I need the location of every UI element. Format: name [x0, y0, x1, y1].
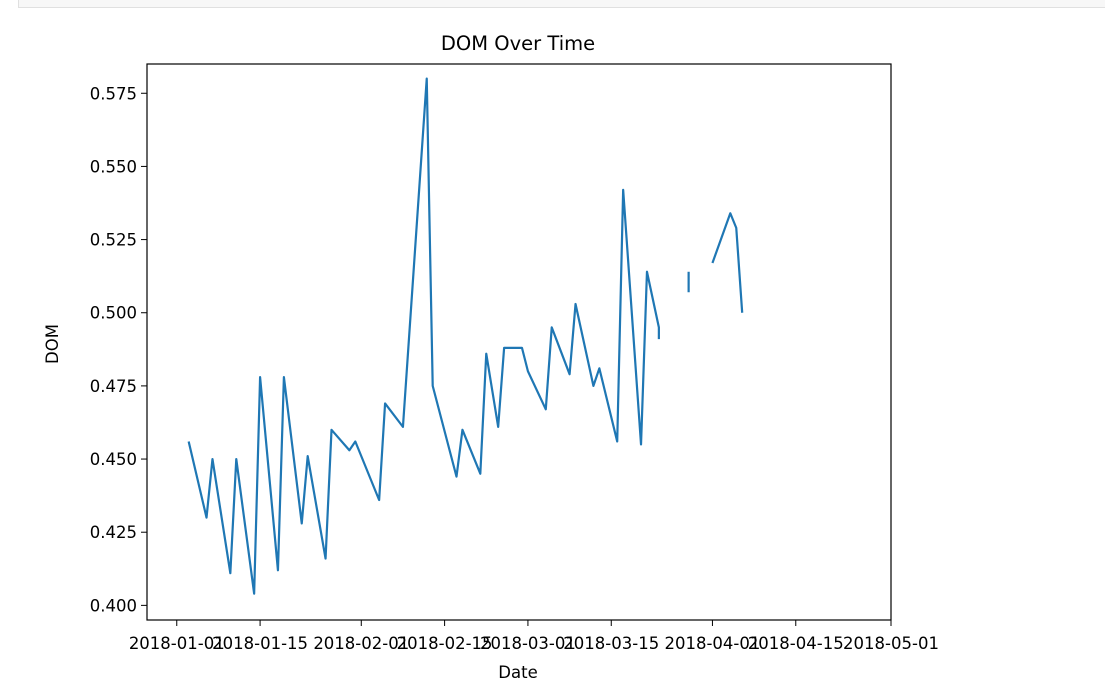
y-axis: 0.400 0.425 0.450 0.475 0.500 0.525 0.550 0.575 — [90, 84, 147, 615]
series-line-segment-2 — [711, 212, 744, 313]
x-tick-label: 2018-04-01 — [664, 634, 760, 653]
x-tick-label: 2018-05-01 — [843, 634, 939, 653]
x-tick-label: 2018-01-01 — [129, 634, 225, 653]
y-tick-label: 0.500 — [90, 304, 137, 323]
notebook-cell-border — [18, 0, 1105, 8]
series-line-segment-0 — [187, 77, 660, 595]
y-tick-label: 0.550 — [90, 157, 137, 176]
x-tick-label: 2018-03-15 — [563, 634, 659, 653]
x-tick-label: 2018-04-15 — [748, 634, 844, 653]
y-tick-label: 0.475 — [90, 377, 137, 396]
x-tick-label: 2018-03-01 — [480, 634, 576, 653]
chart-title: DOM Over Time — [441, 32, 595, 55]
y-tick-label: 0.575 — [90, 84, 137, 103]
x-axis-title: Date — [498, 663, 537, 682]
y-tick-label: 0.425 — [90, 523, 137, 542]
y-axis-title: DOM — [43, 324, 62, 364]
y-tick-label: 0.525 — [90, 231, 137, 250]
plot-frame — [146, 63, 892, 621]
x-tick-label: 2018-01-15 — [212, 634, 308, 653]
x-tick-label: 2018-02-15 — [397, 634, 493, 653]
y-tick-label: 0.400 — [90, 596, 137, 615]
x-tick-label: 2018-02-01 — [313, 634, 409, 653]
y-tick-label: 0.450 — [90, 450, 137, 469]
plot-area — [187, 77, 744, 595]
